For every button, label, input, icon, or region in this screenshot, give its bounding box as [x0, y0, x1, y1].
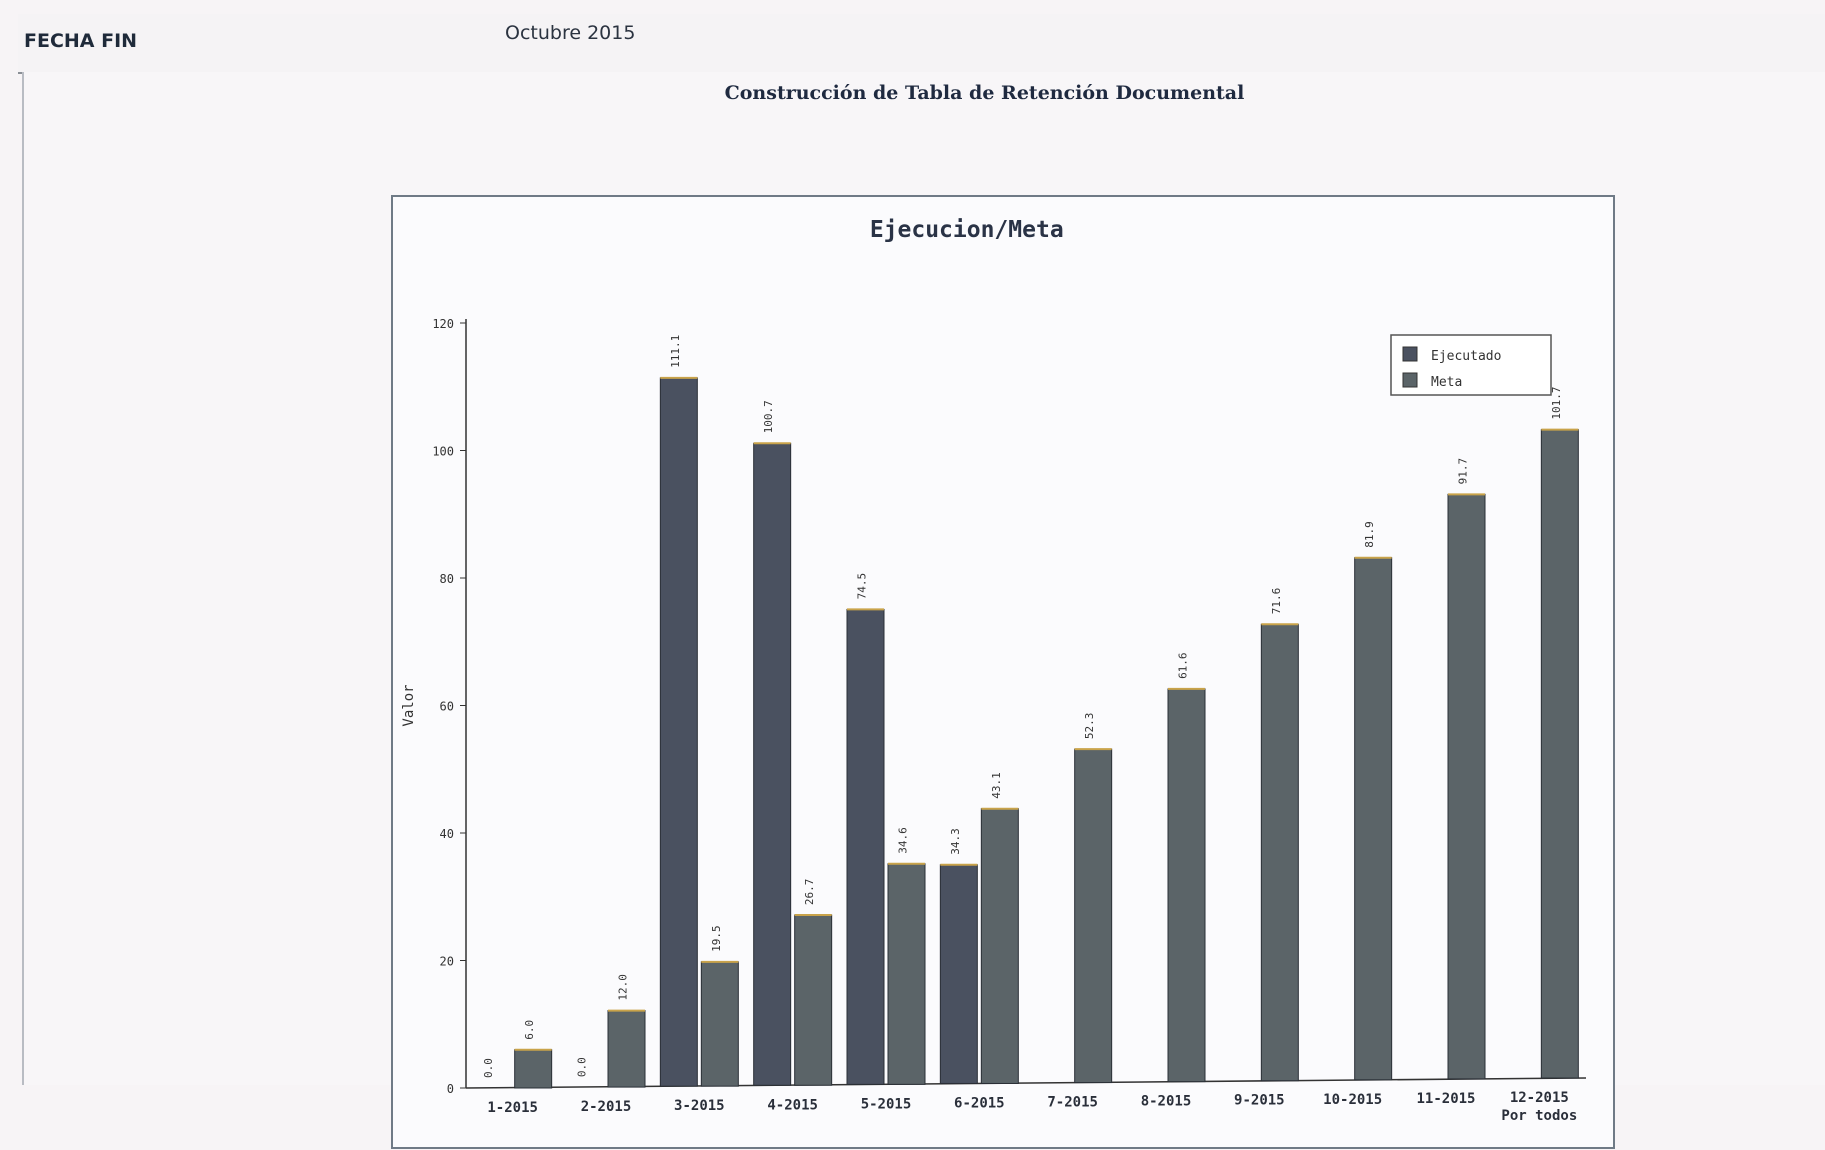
bar-meta — [887, 863, 926, 1085]
legend — [1390, 334, 1552, 396]
data-label: 52.3 — [1083, 713, 1096, 740]
report-content: Construcción de Tabla de Retención Docum… — [22, 72, 1825, 1149]
x-tick-label: 12-2015 — [1510, 1090, 1569, 1106]
bar-ejecutado — [939, 864, 978, 1084]
data-label: 26.7 — [803, 879, 816, 906]
x-tick-label: 1-2015 — [487, 1100, 538, 1116]
bar-meta — [607, 1010, 646, 1088]
y-tick-label: 0 — [447, 1082, 454, 1096]
x-tick-label: 9-2015 — [1234, 1093, 1285, 1109]
fecha-fin-value: Octubre 2015 — [505, 22, 636, 44]
chart-title: Ejecucion/Meta — [870, 217, 1064, 243]
y-tick-label: 120 — [432, 317, 454, 331]
bar-meta — [1074, 748, 1113, 1084]
data-label: 43.1 — [990, 772, 1003, 799]
legend-swatch — [1402, 372, 1418, 388]
bar-meta — [794, 914, 833, 1086]
x-tick-label: 8-2015 — [1141, 1094, 1192, 1110]
x-tick-label: 11-2015 — [1416, 1091, 1475, 1107]
data-label: 71.6 — [1270, 588, 1283, 615]
data-label: 19.5 — [710, 925, 723, 952]
x-tick-label: 4-2015 — [767, 1097, 818, 1113]
x-tick-label: 3-2015 — [674, 1098, 725, 1114]
legend-entry: Ejecutado — [1431, 349, 1501, 364]
data-label: 34.3 — [949, 828, 962, 855]
y-axis-label: Valor — [401, 684, 417, 726]
bar-meta — [1540, 429, 1579, 1079]
data-label: 100.7 — [762, 400, 775, 433]
bar-meta — [1260, 623, 1299, 1082]
bar-ejecutado — [846, 608, 885, 1085]
data-label: 101.7 — [1550, 387, 1563, 420]
ejecucion-meta-chart: Ejecucion/Meta 0 20 40 60 80 100 120 Valor 0.0 6.0… — [391, 195, 1615, 1149]
data-label: 61.6 — [1177, 652, 1190, 679]
bar-meta — [980, 808, 1019, 1084]
data-label: 81.9 — [1363, 521, 1376, 548]
data-label: 91.7 — [1457, 458, 1470, 485]
fecha-fin-label: FECHA FIN — [24, 30, 138, 52]
data-label: 0.0 — [482, 1058, 495, 1078]
bar-ejecutado — [659, 377, 698, 1087]
legend-entry: Meta — [1431, 375, 1462, 390]
section-title: Construcción de Tabla de Retención Docum… — [724, 82, 1245, 104]
data-label: 6.0 — [523, 1020, 536, 1040]
y-tick-label: 60 — [440, 700, 454, 714]
data-label: 12.0 — [617, 974, 630, 1001]
data-label: 74.5 — [856, 573, 869, 600]
x-tick-label: Por todos — [1501, 1108, 1577, 1124]
data-label: 111.1 — [669, 335, 682, 368]
header-row: FECHA FIN Octubre 2015 — [18, 14, 1825, 74]
x-tick-label: 5-2015 — [861, 1096, 912, 1112]
x-tick-label: 6-2015 — [954, 1095, 1005, 1111]
y-tick-label: 20 — [440, 955, 454, 969]
bar-meta — [1354, 557, 1393, 1081]
bar-meta — [1447, 493, 1486, 1080]
y-tick-label: 80 — [440, 572, 454, 586]
bar-meta — [1167, 688, 1206, 1083]
x-tick-label: 2-2015 — [581, 1099, 632, 1115]
legend-swatch — [1402, 346, 1418, 362]
data-label: 0.0 — [576, 1057, 589, 1077]
bar-ejecutado — [753, 442, 792, 1086]
x-tick-label: 10-2015 — [1323, 1092, 1382, 1108]
bar-meta — [514, 1049, 553, 1089]
data-label: 34.6 — [897, 827, 910, 854]
y-tick-label: 40 — [440, 827, 454, 841]
x-tick-label: 7-2015 — [1047, 1095, 1098, 1111]
bar-meta — [700, 961, 739, 1087]
y-tick-label: 100 — [432, 445, 454, 459]
